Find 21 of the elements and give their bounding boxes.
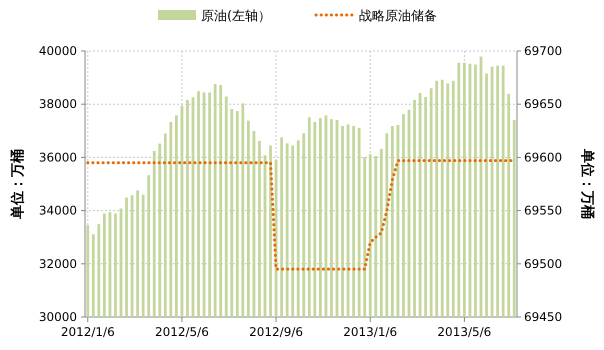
y2-tick-label: 69650 [524, 97, 562, 112]
y2-axis-title: 单位：万桶 [579, 148, 595, 219]
y2-tick-label: 69700 [524, 44, 562, 58]
legend-label: 战略原油储备 [359, 9, 438, 24]
y2-tick-label: 69500 [524, 256, 562, 271]
y-tick-label: 38000 [38, 97, 77, 112]
y2-tick-label: 69450 [524, 310, 562, 324]
x-tick-label: 2013/1/6 [343, 325, 398, 339]
y-tick-label: 30000 [38, 310, 77, 324]
y-tick-label: 36000 [38, 150, 77, 164]
y2-tick-label: 69600 [524, 150, 562, 164]
y-tick-label: 32000 [38, 256, 77, 271]
x-tick-label: 2012/1/6 [60, 325, 115, 339]
x-tick-label: 2012/9/6 [249, 325, 304, 339]
y-tick-label: 34000 [38, 204, 77, 218]
x-tick-label: 2013/5/6 [437, 325, 492, 339]
x-tick-label: 2012/5/6 [154, 325, 209, 339]
legend-label: 原油(左轴） [201, 9, 272, 24]
y2-tick-label: 69550 [524, 204, 562, 218]
y-axis-title: 单位：万桶 [10, 149, 26, 220]
y-tick-label: 40000 [38, 44, 77, 58]
